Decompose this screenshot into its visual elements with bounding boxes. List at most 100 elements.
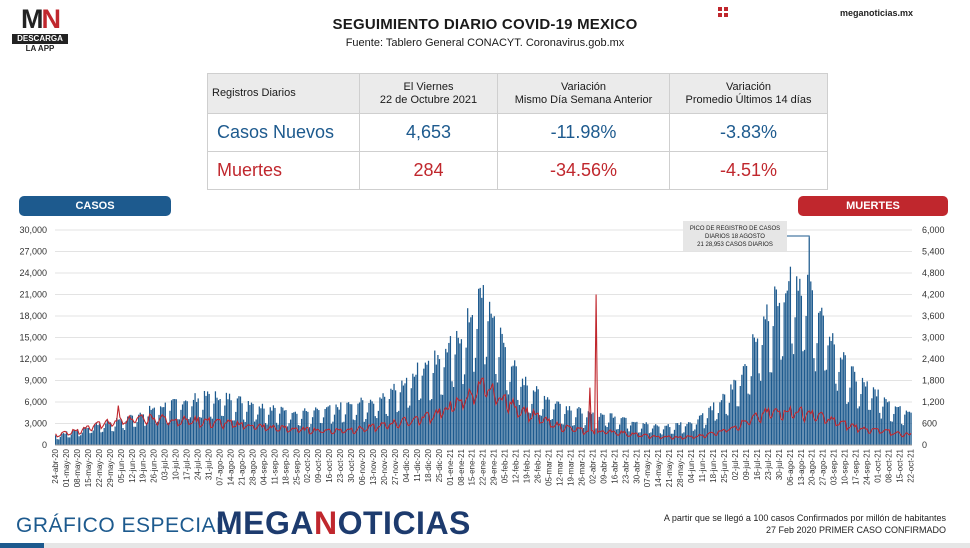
casos-bar (340, 402, 342, 445)
casos-bar (410, 388, 412, 445)
casos-label: Casos Nuevos (207, 113, 360, 152)
casos-bar (119, 419, 121, 445)
casos-bar (749, 394, 751, 445)
x-tick-label: 19-mar-21 (566, 448, 575, 485)
casos-bar (814, 371, 817, 445)
casos-bar (595, 428, 597, 445)
x-tick-label: 28-may-21 (676, 448, 685, 487)
casos-bar (844, 355, 846, 445)
x-tick-label: 09-abr-21 (599, 448, 608, 483)
footer-especial: GRÁFICO ESPECIAL (16, 514, 229, 537)
casos-bar (441, 394, 444, 445)
casos-bar (103, 427, 105, 445)
casos-bar (512, 365, 514, 445)
x-tick-label: 26-mar-21 (577, 448, 586, 485)
casos-bar (73, 429, 76, 445)
stats-header-registros-text: Registros Diarios (212, 87, 296, 99)
casos-bar (561, 423, 563, 445)
x-tick-label: 18-sep-20 (281, 448, 290, 485)
casos-bar (180, 409, 182, 445)
casos-bar (573, 425, 575, 445)
casos-bar (258, 406, 260, 445)
casos-bar (390, 388, 392, 445)
casos-bar (896, 407, 898, 445)
casos-bar (145, 424, 148, 445)
x-tick-label: 28-ago-20 (248, 448, 257, 485)
casos-bar (717, 413, 719, 445)
x-tick-label: 27-ago-21 (819, 448, 828, 485)
casos-bar (330, 423, 332, 445)
x-tick-label: 11-sep-20 (270, 448, 279, 484)
casos-bar (478, 288, 480, 445)
casos-bar (225, 392, 228, 445)
casos-bar (720, 400, 723, 445)
peak-annotation-text: PICO DE REGISTRO DE CASOS (690, 226, 780, 232)
footnote-line1: A partir que se llegó a 100 casos Confir… (663, 513, 946, 523)
casos-bar (767, 321, 770, 445)
casos-bar (324, 408, 326, 445)
casos-bar (835, 383, 837, 445)
casos-bar (98, 423, 101, 445)
x-tick-label: 22-oct-21 (906, 448, 915, 482)
stats-header-fecha-text: El Viernes 22 de Octubre 2021 (379, 80, 478, 106)
site-link[interactable]: meganoticias.mx (840, 8, 914, 18)
casos-bar (128, 417, 130, 445)
casos-bar (535, 386, 538, 445)
y-left-tick-label: 30,000 (19, 225, 47, 235)
casos-bar (667, 424, 669, 445)
casos-bar (579, 408, 582, 445)
casos-bar (277, 424, 279, 445)
casos-bar (864, 386, 867, 445)
casos-bar (611, 413, 613, 445)
casos-bar (868, 409, 870, 445)
casos-bar (183, 401, 185, 445)
casos-bar (194, 393, 196, 445)
casos-bar (243, 419, 245, 445)
casos-bar (548, 399, 550, 445)
casos-bar (846, 403, 848, 445)
casos-bar (604, 425, 607, 445)
casos-bar (357, 403, 359, 445)
casos-bar (394, 390, 397, 445)
casos-bar (434, 350, 436, 445)
casos-bar (288, 423, 290, 445)
grid-icon[interactable] (718, 7, 728, 17)
casos-bar (507, 394, 510, 445)
casos-bar (684, 426, 687, 445)
casos-bar (233, 420, 235, 445)
casos-bar (445, 348, 447, 445)
casos-bar (435, 364, 437, 445)
y-right-tick-label: 3,000 (922, 333, 945, 343)
stats-header-fecha: El Viernes 22 de Octubre 2021 (359, 73, 498, 114)
casos-bar (816, 343, 818, 445)
meganoticias-logo[interactable]: MN DESCARGA LA APP (12, 6, 68, 54)
stats-header-registros: Registros Diarios (207, 73, 360, 114)
casos-bar (778, 302, 781, 445)
casos-bar (753, 337, 756, 445)
casos-bar (175, 399, 177, 445)
casos-bar (131, 415, 134, 445)
casos-bar (402, 385, 405, 445)
casos-bar (797, 290, 799, 445)
x-tick-label: 26-feb-21 (534, 448, 543, 483)
casos-bar (426, 364, 428, 445)
muertes-var-14: -4.51% (669, 151, 828, 190)
casos-bar (351, 404, 353, 445)
x-tick-label: 08-ene-21 (457, 448, 466, 485)
casos-bar (321, 423, 323, 445)
casos-bar (532, 390, 535, 445)
casos-bar (335, 404, 337, 445)
casos-bar (521, 378, 524, 445)
casos-bar (828, 336, 831, 445)
casos-bar (874, 389, 876, 445)
x-tick-label: 18-dic-20 (424, 448, 433, 482)
casos-bar (59, 436, 61, 445)
casos-bar (708, 407, 710, 445)
casos-bar (300, 418, 303, 445)
casos-bar (150, 409, 152, 445)
casos-bar (123, 429, 126, 445)
casos-bar (457, 337, 459, 445)
casos-bar (584, 425, 586, 445)
x-tick-label: 13-nov-20 (369, 448, 378, 485)
x-tick-label: 25-sep-20 (292, 448, 301, 485)
